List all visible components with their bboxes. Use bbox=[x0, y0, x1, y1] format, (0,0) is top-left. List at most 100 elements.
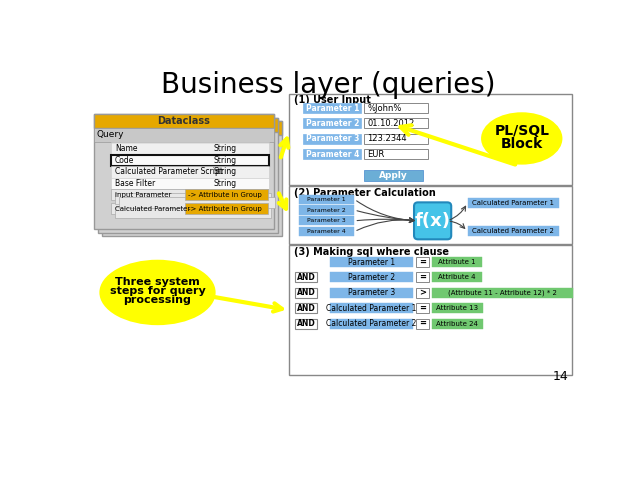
FancyBboxPatch shape bbox=[289, 245, 572, 375]
FancyBboxPatch shape bbox=[364, 134, 428, 144]
Text: Block: Block bbox=[500, 137, 543, 151]
FancyBboxPatch shape bbox=[303, 134, 362, 144]
FancyBboxPatch shape bbox=[303, 103, 362, 113]
Text: String: String bbox=[214, 144, 237, 153]
Text: Calculated Parameter 2: Calculated Parameter 2 bbox=[472, 228, 554, 234]
Text: Parameter 1: Parameter 1 bbox=[307, 197, 346, 202]
Text: =: = bbox=[419, 319, 426, 328]
Text: 123.2344: 123.2344 bbox=[367, 134, 407, 144]
FancyBboxPatch shape bbox=[184, 189, 268, 200]
FancyBboxPatch shape bbox=[94, 114, 274, 128]
FancyBboxPatch shape bbox=[364, 119, 428, 129]
FancyBboxPatch shape bbox=[115, 193, 271, 204]
FancyBboxPatch shape bbox=[298, 205, 355, 215]
Text: Parameter 1: Parameter 1 bbox=[348, 258, 395, 266]
FancyBboxPatch shape bbox=[303, 119, 362, 129]
FancyBboxPatch shape bbox=[298, 227, 355, 236]
FancyBboxPatch shape bbox=[417, 303, 429, 313]
Ellipse shape bbox=[99, 260, 216, 325]
FancyBboxPatch shape bbox=[298, 195, 355, 204]
Text: Attribute 4: Attribute 4 bbox=[438, 275, 476, 280]
Text: String: String bbox=[214, 168, 237, 177]
Text: Input Parameter: Input Parameter bbox=[115, 192, 172, 198]
Text: Parameter 4: Parameter 4 bbox=[307, 229, 346, 234]
Text: (3) Making sql where clause: (3) Making sql where clause bbox=[294, 247, 449, 257]
Text: processing: processing bbox=[124, 295, 191, 305]
Text: %John%: %John% bbox=[367, 104, 402, 112]
Text: Attribute 13: Attribute 13 bbox=[436, 305, 479, 311]
Text: AND: AND bbox=[297, 273, 316, 282]
FancyBboxPatch shape bbox=[298, 216, 355, 226]
Text: Parameter 2: Parameter 2 bbox=[348, 273, 395, 282]
Text: Calculated Parameter: Calculated Parameter bbox=[115, 205, 190, 212]
FancyBboxPatch shape bbox=[364, 103, 428, 113]
FancyBboxPatch shape bbox=[467, 198, 559, 208]
Text: AND: AND bbox=[297, 304, 316, 313]
FancyBboxPatch shape bbox=[417, 273, 429, 282]
FancyBboxPatch shape bbox=[364, 149, 428, 159]
FancyBboxPatch shape bbox=[98, 118, 278, 132]
Text: Calculated Parameter 2: Calculated Parameter 2 bbox=[326, 319, 417, 328]
FancyBboxPatch shape bbox=[184, 203, 268, 214]
Text: Parameter 1: Parameter 1 bbox=[305, 104, 359, 112]
Text: =: = bbox=[419, 258, 426, 266]
FancyBboxPatch shape bbox=[115, 207, 271, 218]
Text: String: String bbox=[214, 156, 237, 165]
Text: (1) User Input: (1) User Input bbox=[294, 95, 371, 105]
Text: -> Attribute In Group: -> Attribute In Group bbox=[189, 205, 262, 212]
FancyBboxPatch shape bbox=[94, 114, 274, 229]
FancyBboxPatch shape bbox=[432, 257, 482, 267]
Text: steps for query: steps for query bbox=[109, 286, 205, 296]
FancyBboxPatch shape bbox=[432, 319, 483, 329]
FancyBboxPatch shape bbox=[330, 273, 413, 282]
Text: Parameter 3: Parameter 3 bbox=[305, 134, 359, 144]
FancyBboxPatch shape bbox=[417, 288, 429, 298]
FancyBboxPatch shape bbox=[111, 166, 269, 178]
FancyBboxPatch shape bbox=[289, 186, 572, 244]
FancyBboxPatch shape bbox=[330, 319, 413, 329]
FancyBboxPatch shape bbox=[296, 288, 317, 298]
FancyBboxPatch shape bbox=[111, 155, 269, 166]
Ellipse shape bbox=[481, 112, 563, 165]
Text: EUR: EUR bbox=[367, 150, 385, 159]
Text: Parameter 4: Parameter 4 bbox=[305, 150, 359, 159]
FancyBboxPatch shape bbox=[296, 319, 317, 329]
FancyBboxPatch shape bbox=[432, 288, 573, 298]
Text: =: = bbox=[419, 304, 426, 313]
Text: Three system: Three system bbox=[115, 276, 200, 287]
FancyBboxPatch shape bbox=[364, 170, 422, 181]
FancyBboxPatch shape bbox=[330, 288, 413, 298]
Text: Attribute 24: Attribute 24 bbox=[436, 321, 478, 326]
FancyBboxPatch shape bbox=[111, 142, 269, 189]
Text: Parameter 3: Parameter 3 bbox=[348, 288, 395, 297]
FancyBboxPatch shape bbox=[111, 189, 268, 200]
Text: 14: 14 bbox=[552, 370, 568, 383]
FancyBboxPatch shape bbox=[111, 203, 268, 214]
FancyBboxPatch shape bbox=[414, 203, 451, 240]
Text: -> Attribute In Group: -> Attribute In Group bbox=[189, 192, 262, 198]
FancyBboxPatch shape bbox=[111, 143, 269, 155]
Text: Code: Code bbox=[115, 156, 134, 165]
Text: f(x): f(x) bbox=[415, 212, 451, 230]
Text: Query: Query bbox=[96, 130, 124, 139]
Text: Parameter 2: Parameter 2 bbox=[305, 119, 359, 128]
FancyBboxPatch shape bbox=[432, 273, 482, 282]
Text: (Attribute 11 - Attribute 12) * 2: (Attribute 11 - Attribute 12) * 2 bbox=[448, 289, 557, 296]
FancyBboxPatch shape bbox=[330, 257, 413, 267]
Text: Apply: Apply bbox=[379, 171, 408, 180]
FancyBboxPatch shape bbox=[94, 128, 274, 142]
FancyBboxPatch shape bbox=[111, 178, 269, 189]
FancyBboxPatch shape bbox=[467, 226, 559, 236]
Text: Parameter 2: Parameter 2 bbox=[307, 207, 346, 213]
FancyBboxPatch shape bbox=[102, 121, 282, 236]
Text: Calculated Parameter Script: Calculated Parameter Script bbox=[115, 168, 223, 177]
Text: =: = bbox=[419, 273, 426, 282]
Text: Name: Name bbox=[115, 144, 138, 153]
Text: AND: AND bbox=[297, 288, 316, 297]
Text: String: String bbox=[214, 179, 237, 188]
Text: 01.10.2012: 01.10.2012 bbox=[367, 119, 415, 128]
Text: Dataclass: Dataclass bbox=[157, 116, 211, 126]
FancyBboxPatch shape bbox=[102, 121, 282, 134]
FancyBboxPatch shape bbox=[119, 197, 275, 208]
Text: (2) Parameter Calculation: (2) Parameter Calculation bbox=[294, 188, 436, 198]
